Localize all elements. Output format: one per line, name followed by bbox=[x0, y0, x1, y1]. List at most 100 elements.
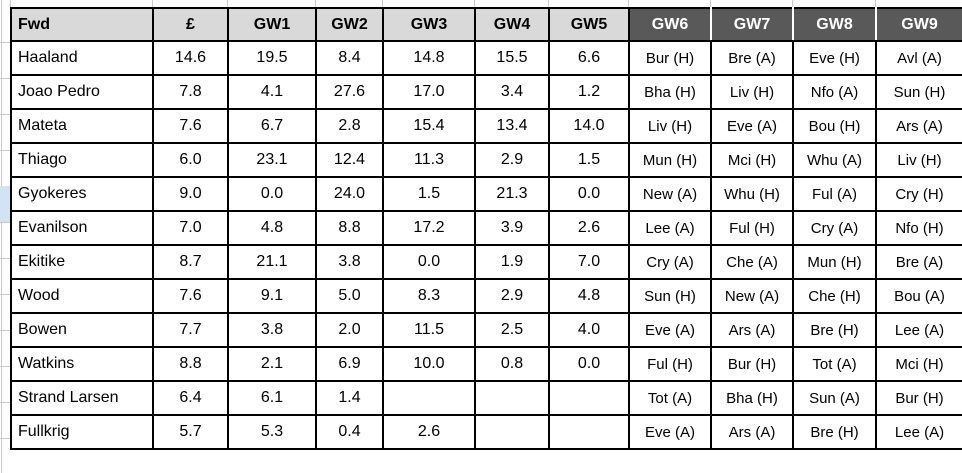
header-gw4[interactable]: GW4 bbox=[474, 7, 550, 42]
fixture-cell-gw8[interactable]: Whu (A) bbox=[792, 142, 877, 178]
score-cell-gw2[interactable]: 8.4 bbox=[315, 40, 384, 76]
score-cell-gw1[interactable]: 23.1 bbox=[227, 142, 317, 178]
score-cell-gw1[interactable]: 5.3 bbox=[227, 414, 317, 450]
fixture-cell-gw6[interactable]: New (A) bbox=[628, 176, 712, 212]
score-cell-gw2[interactable]: 27.6 bbox=[315, 74, 384, 110]
fixture-cell-gw7[interactable]: Ars (A) bbox=[710, 414, 794, 450]
fixture-cell-gw9[interactable]: Mci (H) bbox=[875, 346, 962, 382]
score-cell-gw4[interactable]: 15.5 bbox=[474, 40, 550, 76]
fixture-cell-gw6[interactable]: Mun (H) bbox=[628, 142, 712, 178]
score-cell-gw3[interactable]: 11.3 bbox=[382, 142, 476, 178]
score-cell-gw4[interactable]: 13.4 bbox=[474, 108, 550, 144]
player-name-cell[interactable]: Strand Larsen bbox=[10, 380, 154, 416]
score-cell-gw5[interactable]: 1.5 bbox=[548, 142, 630, 178]
header-price[interactable]: £ bbox=[152, 7, 229, 42]
fixture-cell-gw7[interactable]: Che (A) bbox=[710, 244, 794, 280]
score-cell-gw1[interactable]: 4.8 bbox=[227, 210, 317, 246]
score-cell-gw3[interactable]: 10.0 bbox=[382, 346, 476, 382]
price-cell[interactable]: 14.6 bbox=[152, 40, 229, 76]
player-name-cell[interactable]: Watkins bbox=[10, 346, 154, 382]
fixture-cell-gw8[interactable]: Bre (H) bbox=[792, 312, 877, 348]
score-cell-gw4[interactable]: 1.9 bbox=[474, 244, 550, 280]
score-cell-gw4[interactable]: 2.9 bbox=[474, 278, 550, 314]
score-cell-gw1[interactable]: 9.1 bbox=[227, 278, 317, 314]
score-cell-gw5[interactable]: 2.6 bbox=[548, 210, 630, 246]
score-cell-gw1[interactable]: 0.0 bbox=[227, 176, 317, 212]
score-cell-gw4[interactable] bbox=[474, 414, 550, 450]
fixture-cell-gw8[interactable]: Bre (H) bbox=[792, 414, 877, 450]
fixture-cell-gw6[interactable]: Ful (H) bbox=[628, 346, 712, 382]
fixture-cell-gw9[interactable]: Ars (A) bbox=[875, 108, 962, 144]
player-name-cell[interactable]: Mateta bbox=[10, 108, 154, 144]
fixture-cell-gw6[interactable]: Cry (A) bbox=[628, 244, 712, 280]
header-gw3[interactable]: GW3 bbox=[382, 7, 476, 42]
fixture-cell-gw6[interactable]: Eve (A) bbox=[628, 312, 712, 348]
player-name-cell[interactable]: Bowen bbox=[10, 312, 154, 348]
score-cell-gw1[interactable]: 19.5 bbox=[227, 40, 317, 76]
fixture-cell-gw6[interactable]: Lee (A) bbox=[628, 210, 712, 246]
fixture-cell-gw7[interactable]: Bur (H) bbox=[710, 346, 794, 382]
fixture-cell-gw9[interactable]: Bre (A) bbox=[875, 244, 962, 280]
price-cell[interactable]: 6.4 bbox=[152, 380, 229, 416]
score-cell-gw3[interactable]: 1.5 bbox=[382, 176, 476, 212]
fixture-cell-gw8[interactable]: Bou (H) bbox=[792, 108, 877, 144]
player-name-cell[interactable]: Fullkrig bbox=[10, 414, 154, 450]
score-cell-gw2[interactable]: 12.4 bbox=[315, 142, 384, 178]
player-name-cell[interactable]: Gyokeres bbox=[10, 176, 154, 212]
score-cell-gw4[interactable]: 2.9 bbox=[474, 142, 550, 178]
score-cell-gw1[interactable]: 21.1 bbox=[227, 244, 317, 280]
fixture-cell-gw7[interactable]: Ful (H) bbox=[710, 210, 794, 246]
fixture-cell-gw8[interactable]: Che (H) bbox=[792, 278, 877, 314]
header-fwd[interactable]: Fwd bbox=[10, 7, 154, 42]
player-name-cell[interactable]: Haaland bbox=[10, 40, 154, 76]
score-cell-gw2[interactable]: 0.4 bbox=[315, 414, 384, 450]
score-cell-gw1[interactable]: 3.8 bbox=[227, 312, 317, 348]
score-cell-gw1[interactable]: 2.1 bbox=[227, 346, 317, 382]
score-cell-gw5[interactable]: 6.6 bbox=[548, 40, 630, 76]
score-cell-gw2[interactable]: 1.4 bbox=[315, 380, 384, 416]
fixture-cell-gw6[interactable]: Bur (H) bbox=[628, 40, 712, 76]
fixture-cell-gw7[interactable]: Bha (H) bbox=[710, 380, 794, 416]
score-cell-gw5[interactable]: 1.2 bbox=[548, 74, 630, 110]
score-cell-gw2[interactable]: 24.0 bbox=[315, 176, 384, 212]
score-cell-gw3[interactable]: 8.3 bbox=[382, 278, 476, 314]
player-name-cell[interactable]: Ekitike bbox=[10, 244, 154, 280]
price-cell[interactable]: 7.8 bbox=[152, 74, 229, 110]
score-cell-gw2[interactable]: 2.0 bbox=[315, 312, 384, 348]
fixture-cell-gw9[interactable]: Nfo (H) bbox=[875, 210, 962, 246]
score-cell-gw2[interactable]: 5.0 bbox=[315, 278, 384, 314]
price-cell[interactable]: 7.7 bbox=[152, 312, 229, 348]
fixture-cell-gw8[interactable]: Nfo (A) bbox=[792, 74, 877, 110]
fixture-cell-gw9[interactable]: Lee (A) bbox=[875, 312, 962, 348]
fixture-cell-gw7[interactable]: Mci (H) bbox=[710, 142, 794, 178]
header-gw9[interactable]: GW9 bbox=[875, 7, 962, 42]
fixture-cell-gw6[interactable]: Bha (H) bbox=[628, 74, 712, 110]
fixture-cell-gw8[interactable]: Eve (H) bbox=[792, 40, 877, 76]
fixture-cell-gw8[interactable]: Tot (A) bbox=[792, 346, 877, 382]
price-cell[interactable]: 8.8 bbox=[152, 346, 229, 382]
fixture-cell-gw8[interactable]: Ful (A) bbox=[792, 176, 877, 212]
score-cell-gw5[interactable]: 4.8 bbox=[548, 278, 630, 314]
player-name-cell[interactable]: Evanilson bbox=[10, 210, 154, 246]
score-cell-gw3[interactable] bbox=[382, 380, 476, 416]
score-cell-gw3[interactable]: 14.8 bbox=[382, 40, 476, 76]
score-cell-gw4[interactable] bbox=[474, 380, 550, 416]
price-cell[interactable]: 6.0 bbox=[152, 142, 229, 178]
score-cell-gw1[interactable]: 4.1 bbox=[227, 74, 317, 110]
score-cell-gw3[interactable]: 15.4 bbox=[382, 108, 476, 144]
score-cell-gw5[interactable] bbox=[548, 380, 630, 416]
score-cell-gw5[interactable] bbox=[548, 414, 630, 450]
price-cell[interactable]: 7.6 bbox=[152, 108, 229, 144]
fixture-cell-gw7[interactable]: Eve (A) bbox=[710, 108, 794, 144]
fixture-cell-gw9[interactable]: Sun (H) bbox=[875, 74, 962, 110]
header-gw8[interactable]: GW8 bbox=[792, 7, 877, 42]
fixture-cell-gw6[interactable]: Sun (H) bbox=[628, 278, 712, 314]
price-cell[interactable]: 7.0 bbox=[152, 210, 229, 246]
score-cell-gw1[interactable]: 6.7 bbox=[227, 108, 317, 144]
score-cell-gw3[interactable]: 11.5 bbox=[382, 312, 476, 348]
score-cell-gw3[interactable]: 17.2 bbox=[382, 210, 476, 246]
fixture-cell-gw9[interactable]: Bou (A) bbox=[875, 278, 962, 314]
price-cell[interactable]: 5.7 bbox=[152, 414, 229, 450]
score-cell-gw2[interactable]: 8.8 bbox=[315, 210, 384, 246]
fixture-cell-gw7[interactable]: New (A) bbox=[710, 278, 794, 314]
